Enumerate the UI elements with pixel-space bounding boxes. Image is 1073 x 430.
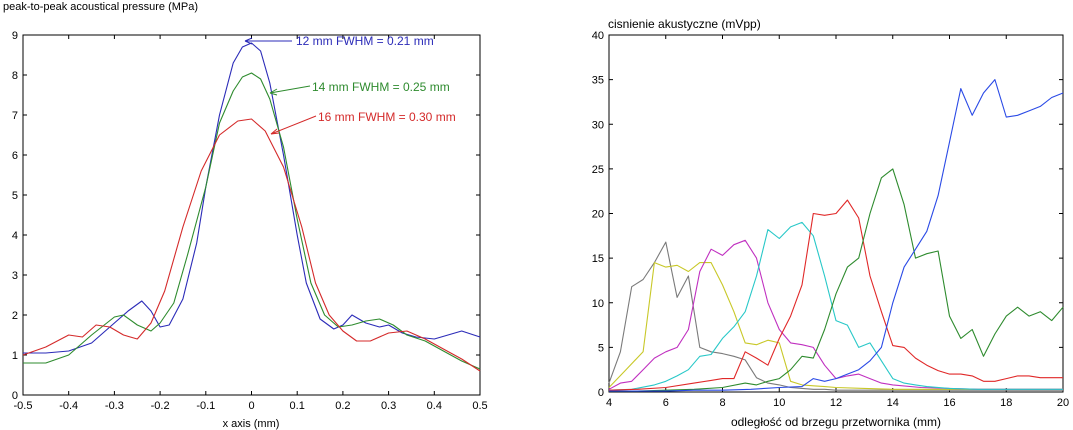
left-x-tick-label: 0 bbox=[248, 400, 254, 412]
right-chart: cisnienie akustyczne (mVpp) 4 6 8 10 12 14 16 1… bbox=[592, 17, 1069, 429]
left-x-tick-label: 0.4 bbox=[427, 400, 442, 412]
right-x-tick-label: 12 bbox=[830, 397, 842, 409]
right-series-line-4 bbox=[608, 199, 1063, 391]
right-x-tick-label: 6 bbox=[663, 397, 669, 409]
left-x-tick-label: 0.2 bbox=[335, 400, 350, 412]
left-y-tick-label: 8 bbox=[12, 70, 18, 82]
right-x-tick-label: 8 bbox=[719, 397, 725, 409]
left-annotations: 12 mm FWHM = 0.21 mm 14 mm FWHM = 0.25 m… bbox=[244, 34, 456, 135]
right-x-tick-label: 4 bbox=[606, 397, 612, 409]
left-x-tick-label: 0.5 bbox=[472, 400, 487, 412]
left-y-tick-label: 5 bbox=[12, 190, 18, 202]
right-x-tick-label: 10 bbox=[773, 397, 785, 409]
right-y-tick-label: 40 bbox=[592, 30, 604, 42]
right-y-tick-label: 0 bbox=[598, 387, 604, 399]
right-x-tick-label: 20 bbox=[1057, 397, 1069, 409]
annotation-16mm: 16 mm FWHM = 0.30 mm bbox=[318, 110, 456, 124]
right-series-line-2 bbox=[608, 239, 1063, 390]
left-series-line-0 bbox=[23, 42, 481, 354]
left-x-tick-label: -0.3 bbox=[105, 400, 124, 412]
left-x-label: x axis (mm) bbox=[223, 418, 280, 430]
left-series-group bbox=[22, 42, 481, 372]
annotation-14mm: 14 mm FWHM = 0.25 mm bbox=[312, 80, 450, 94]
right-series-line-5 bbox=[609, 168, 1064, 392]
left-x-tick-label: 0.3 bbox=[381, 400, 396, 412]
left-y-tick-label: 7 bbox=[12, 110, 18, 122]
left-x-tick-label: 0.1 bbox=[290, 400, 305, 412]
left-series-line-2 bbox=[22, 118, 481, 372]
right-chart-title: cisnienie akustyczne (mVpp) bbox=[608, 17, 761, 31]
annotation-12mm: 12 mm FWHM = 0.21 mm bbox=[296, 34, 434, 48]
right-x-tick-label: 14 bbox=[887, 397, 899, 409]
right-y-tick-label: 25 bbox=[592, 164, 604, 176]
right-y-tick-label: 30 bbox=[592, 119, 604, 131]
left-y-tick-label: 4 bbox=[12, 230, 18, 242]
left-series-line-1 bbox=[23, 72, 481, 370]
right-y-tick-label: 20 bbox=[592, 209, 604, 221]
left-y-tick-label: 3 bbox=[12, 270, 18, 282]
right-x-tick-label: 16 bbox=[943, 397, 955, 409]
right-x-label: odległość od brzegu przetwornika (mm) bbox=[731, 415, 941, 429]
right-y-tick-label: 10 bbox=[592, 298, 604, 310]
right-y-tick-label: 15 bbox=[592, 253, 604, 265]
right-series-line-0 bbox=[608, 241, 1063, 391]
left-y-tick-label: 9 bbox=[12, 30, 18, 42]
left-chart: peak-to-peak acoustical pressure (MPa) -… bbox=[3, 1, 488, 430]
left-x-tick-label: -0.1 bbox=[196, 400, 215, 412]
right-tick-group: 4 6 8 10 12 14 16 18 20 0 5 10 15 20 25 30 35 40 bbox=[592, 30, 1069, 409]
left-x-tick-label: -0.4 bbox=[59, 400, 78, 412]
left-tick-group: -0.5 -0.4 -0.3 -0.2 -0.1 0 0.1 0.2 0.3 0.4 0.5 0 1 2 3… bbox=[12, 30, 488, 412]
left-x-tick-label: -0.2 bbox=[151, 400, 170, 412]
left-x-tick-label: -0.5 bbox=[14, 400, 33, 412]
left-y-tick-label: 0 bbox=[12, 390, 18, 402]
left-chart-title: peak-to-peak acoustical pressure (MPa) bbox=[3, 1, 198, 13]
left-y-tick-label: 1 bbox=[12, 350, 18, 362]
right-y-tick-label: 5 bbox=[598, 342, 604, 354]
right-series-line-3 bbox=[608, 221, 1063, 391]
left-y-tick-label: 2 bbox=[12, 310, 18, 322]
right-y-tick-label: 35 bbox=[592, 75, 604, 87]
left-y-tick-label: 6 bbox=[12, 150, 18, 162]
right-x-tick-label: 18 bbox=[1000, 397, 1012, 409]
right-series-line-6 bbox=[609, 79, 1064, 392]
right-series-group bbox=[608, 79, 1064, 392]
right-series-line-1 bbox=[608, 262, 1063, 390]
